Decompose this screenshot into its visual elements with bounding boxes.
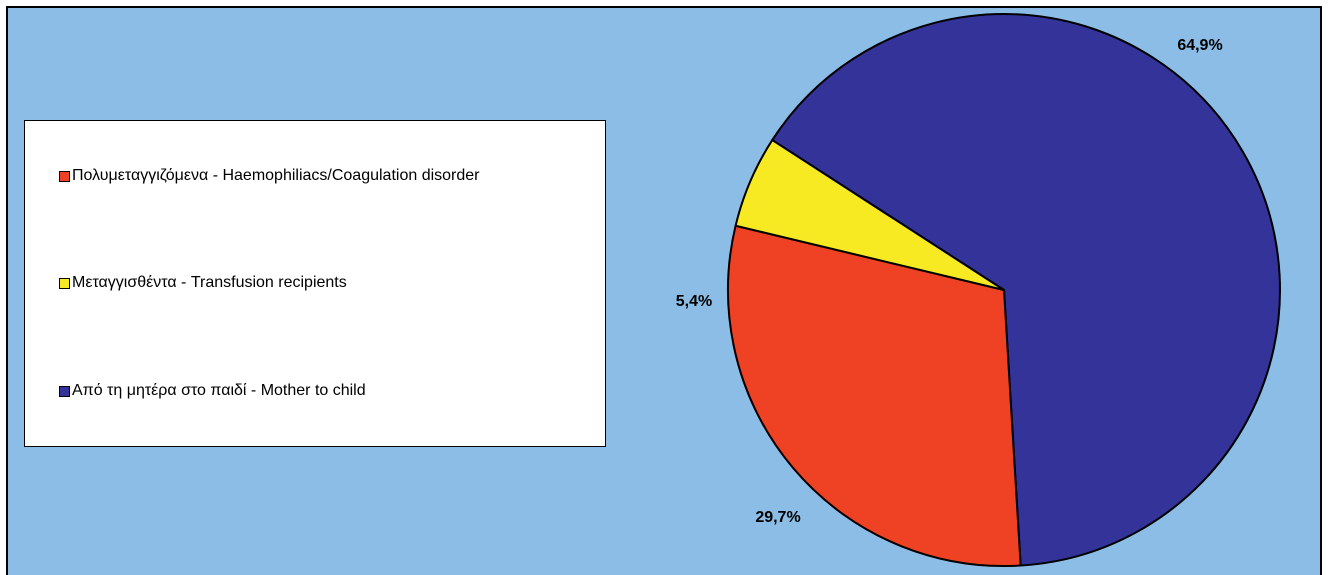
legend-swatch-transfusion [59,277,70,289]
legend-item-haemophiliacs: Πολυμεταγγιζόμενα - Haemophiliacs/Coagul… [59,167,480,185]
legend-item-mother-to-child: Από τη μητέρα στο παιδί - Mother to chil… [59,382,366,400]
legend-label-transfusion: Μεταγγισθέντα - Transfusion recipients [72,274,347,291]
legend-swatch-haemophiliacs [59,170,70,182]
pie-slice-transfusion [734,139,1005,291]
data-label-transfusion: 5,4% [676,293,712,310]
legend-item-transfusion: Μεταγγισθέντα - Transfusion recipients [59,274,347,292]
legend-swatch-mother-to-child [59,385,70,397]
data-label-haemophiliacs: 29,7% [755,509,800,526]
legend-label-mother-to-child: Από τη μητέρα στο παιδί - Mother to chil… [72,382,366,399]
legend-label-haemophiliacs: Πολυμεταγγιζόμενα - Haemophiliacs/Coagul… [72,167,480,184]
pie-slice-haemophiliacs [727,224,1022,567]
legend: Πολυμεταγγιζόμενα - Haemophiliacs/Coagul… [24,120,606,447]
pie-slice-mother-to-child [771,13,1281,567]
data-label-mother-to-child: 64,9% [1177,37,1222,54]
